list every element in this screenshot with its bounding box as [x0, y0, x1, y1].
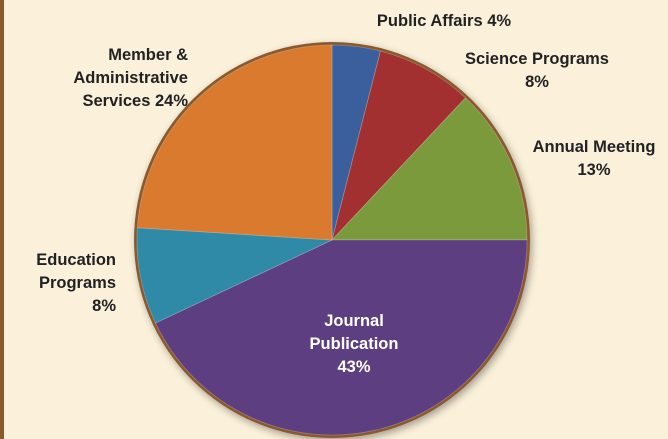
slice-label-4: Education Programs 8%: [36, 251, 116, 315]
pie-slice-5: [136, 44, 333, 241]
pie-chart: Public Affairs 4% Science Programs 8% Annua…: [36, 12, 656, 438]
slice-label-0: Public Affairs 4%: [377, 12, 512, 30]
slice-label-5-line-0: Member &: [108, 46, 188, 64]
slice-label-3: Journal Publication 43%: [310, 312, 399, 376]
slice-label-0-line-0: Public Affairs 4%: [377, 12, 512, 30]
slice-label-5-line-2: Services 24%: [82, 92, 188, 110]
slice-label-3-line-1: Publication: [310, 335, 399, 353]
pie-slice-1: [331, 50, 467, 241]
pie-slice-3: [155, 239, 528, 436]
slice-label-5-line-1: Administrative: [73, 69, 188, 87]
pie-slice-4: [136, 227, 333, 324]
slice-label-4-line-1: Programs: [39, 274, 116, 292]
slice-label-3-line-2: 43%: [337, 358, 370, 376]
slice-label-1: Science Programs 8%: [465, 50, 609, 91]
slice-label-1-line-0: Science Programs: [465, 50, 609, 68]
slice-label-3-line-0: Journal: [324, 312, 384, 330]
slice-label-1-line-1: 8%: [525, 73, 549, 91]
slice-label-5: Member & Administrative Services 24%: [73, 46, 188, 110]
slice-label-4-line-0: Education: [36, 251, 116, 269]
slice-label-4-line-2: 8%: [92, 297, 116, 315]
slice-label-2: Annual Meeting 13%: [533, 138, 656, 179]
slice-label-2-line-0: Annual Meeting: [533, 138, 656, 156]
slice-label-2-line-1: 13%: [577, 161, 610, 179]
pie-slice-0: [331, 44, 381, 241]
pie-slice-2: [331, 97, 528, 241]
